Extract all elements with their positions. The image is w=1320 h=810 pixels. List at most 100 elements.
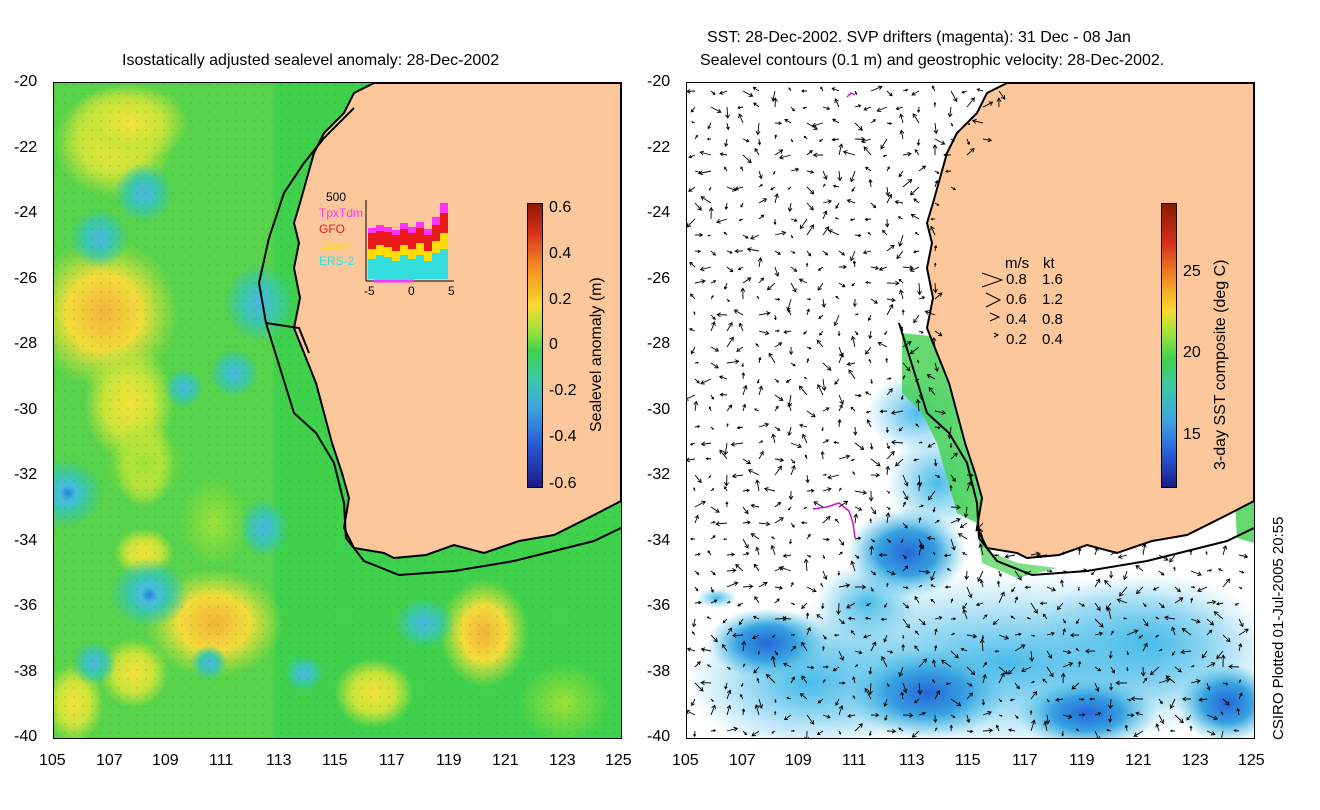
velocity-arrow <box>927 442 936 448</box>
velocity-arrow <box>996 97 1002 108</box>
velocity-arrow <box>710 394 714 400</box>
velocity-arrow <box>694 500 706 508</box>
velocity-arrow <box>926 374 936 380</box>
velocity-arrow <box>851 282 856 287</box>
velocity-arrow <box>700 378 712 385</box>
velocity-arrow <box>710 535 716 540</box>
velocity-arrow <box>1014 714 1019 719</box>
right-panel-title-line1: SST: 28-Dec-2002. SVP drifters (magenta)… <box>707 29 1131 46</box>
velocity-arrow <box>750 503 760 509</box>
velocity-arrow <box>869 442 874 450</box>
velocity-arrow <box>733 309 744 316</box>
velocity-arrow <box>1206 599 1217 605</box>
velocity-arrow <box>806 308 810 316</box>
velocity-arrow <box>946 568 952 572</box>
velocity-arrow <box>910 213 920 220</box>
velocity-arrow <box>822 250 829 256</box>
velocity-arrow <box>884 330 888 336</box>
velocity-arrow <box>902 88 909 92</box>
velocity-arrow <box>979 579 984 588</box>
velocity-arrow <box>1030 551 1041 557</box>
velocity-arrow <box>726 568 737 573</box>
sealevel-colorbar-tick: -0.4 <box>549 428 577 445</box>
velocity-arrow <box>805 474 810 484</box>
velocity-arrow <box>924 310 936 316</box>
velocity-arrow <box>880 138 888 150</box>
velocity-arrow <box>742 663 746 668</box>
velocity-arrow <box>806 533 811 540</box>
velocity-arrow <box>934 138 946 145</box>
velocity-arrow <box>694 600 702 605</box>
velocity-arrow <box>865 602 872 607</box>
velocity-arrow <box>902 565 909 572</box>
velocity-arrow <box>914 148 920 156</box>
velocity-arrow <box>1060 672 1066 684</box>
velocity-arrow <box>1056 602 1064 611</box>
velocity-arrow <box>1108 698 1113 710</box>
velocity-arrow <box>870 586 874 592</box>
velocity-arrow <box>886 728 897 734</box>
velocity-arrow <box>885 186 891 197</box>
velocity-arrow <box>914 698 920 704</box>
velocity-arrow <box>1190 618 1201 624</box>
velocity-arrow <box>896 250 904 260</box>
lat-tick: -26 <box>14 270 38 287</box>
velocity-arrow <box>933 122 939 135</box>
velocity-arrow <box>981 698 986 706</box>
velocity-arrow <box>812 152 824 158</box>
velocity-arrow <box>1163 615 1176 621</box>
velocity-arrow <box>708 474 712 479</box>
velocity-arrow <box>950 598 954 604</box>
velocity-arrow <box>806 665 815 670</box>
velocity-arrow <box>831 87 840 92</box>
velocity-arrow <box>838 282 846 288</box>
velocity-arrow <box>854 104 862 108</box>
velocity-arrow <box>1043 720 1049 732</box>
velocity-arrow <box>864 346 872 355</box>
velocity-arrow <box>832 118 840 124</box>
velocity-arrow <box>1126 666 1129 672</box>
velocity-arrow <box>966 148 975 156</box>
velocity-arrow <box>866 419 872 428</box>
velocity-arrow <box>790 282 797 293</box>
velocity-arrow <box>1110 551 1116 556</box>
velocity-arrow <box>902 634 905 639</box>
velocity-arrow <box>950 452 958 460</box>
velocity-arrow <box>1174 586 1181 593</box>
velocity-arrow <box>758 385 764 396</box>
velocity-arrow <box>854 554 860 559</box>
velocity-arrow <box>918 584 923 588</box>
velocity-arrow <box>885 357 889 364</box>
velocity-arrow <box>822 634 827 640</box>
velocity-arrow <box>710 570 716 576</box>
velocity-arrow <box>726 423 729 428</box>
velocity-arrow <box>724 474 729 487</box>
velocity-arrow <box>736 346 744 352</box>
velocity-arrow <box>763 486 776 492</box>
velocity-arrow <box>758 581 768 588</box>
velocity-arrow <box>698 170 712 176</box>
velocity-arrow <box>758 184 763 188</box>
velocity-arrow <box>909 266 920 272</box>
velocity-arrow <box>1222 544 1228 556</box>
sealevel-anomaly-field <box>54 83 621 738</box>
velocity-arrow <box>742 277 752 284</box>
velocity-arrow <box>902 151 912 157</box>
sst-colorbar <box>1161 203 1177 488</box>
velocity-arrow <box>802 106 808 110</box>
velocity-arrow <box>852 676 856 684</box>
velocity-arrow <box>774 121 783 125</box>
velocity-arrow <box>902 522 908 529</box>
velocity-arrow <box>1062 649 1072 655</box>
velocity-arrow <box>750 234 760 240</box>
velocity-arrow <box>852 695 856 700</box>
velocity-arrow <box>854 233 862 238</box>
velocity-arrow <box>1108 650 1113 659</box>
velocity-arrow <box>700 680 712 686</box>
velocity-arrow <box>933 714 938 723</box>
velocity-arrow <box>774 598 780 604</box>
velocity-arrow <box>854 122 863 131</box>
velocity-arrow <box>742 538 749 549</box>
velocity-arrow <box>944 169 952 173</box>
velocity-arrow <box>1076 618 1080 625</box>
